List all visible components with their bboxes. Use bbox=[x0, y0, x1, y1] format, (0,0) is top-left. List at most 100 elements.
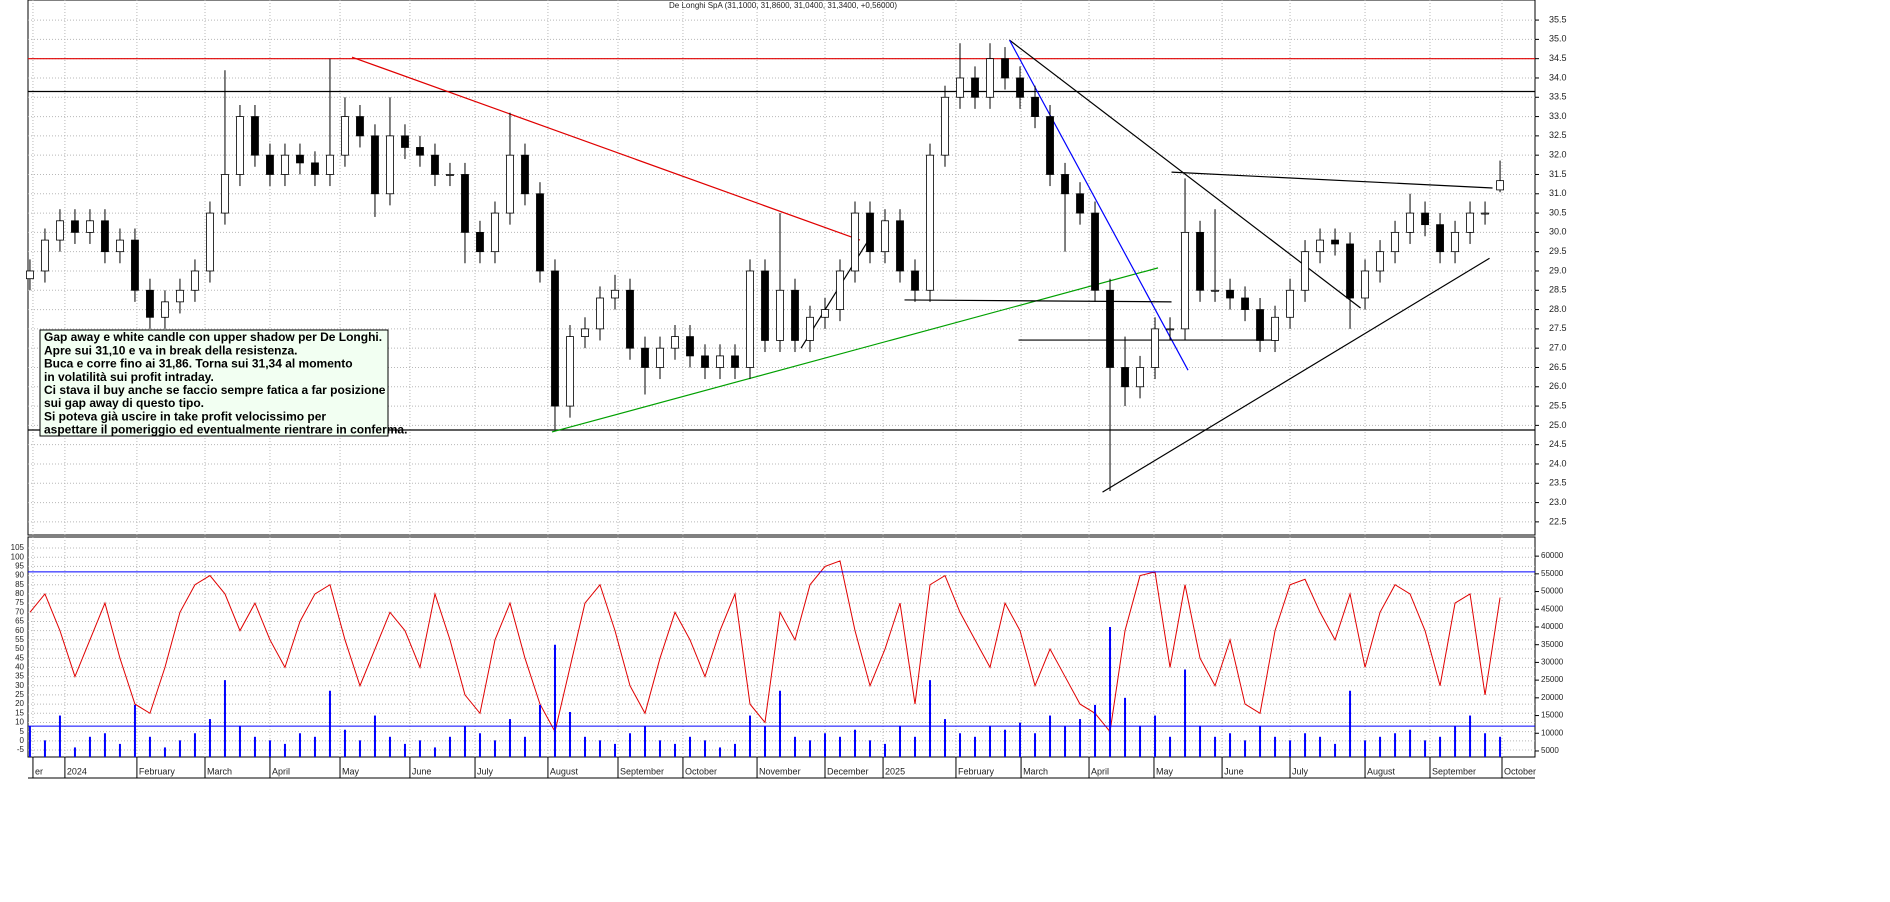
annotation-frame bbox=[39, 329, 389, 437]
candle-body bbox=[986, 58, 994, 98]
candle-body bbox=[356, 116, 364, 137]
y-tick-label: 27.5 bbox=[1549, 323, 1567, 333]
candle-body bbox=[1121, 367, 1129, 388]
candle-body bbox=[1436, 224, 1444, 253]
candle-body bbox=[1406, 212, 1414, 233]
candle-body bbox=[431, 154, 439, 175]
annotation-line: sui gap away di questo tipo. bbox=[44, 396, 204, 410]
candle-body bbox=[161, 301, 169, 318]
annotation-box: Gap away e white candle con upper shadow… bbox=[39, 329, 407, 437]
candle-body bbox=[1481, 212, 1489, 215]
candle-body bbox=[671, 336, 679, 349]
x-tick-label: May bbox=[342, 766, 360, 776]
y-tick-label: 60 bbox=[15, 626, 24, 635]
y-tick-label: 34.5 bbox=[1549, 53, 1567, 63]
x-tick-label: August bbox=[550, 766, 579, 776]
candle-body bbox=[266, 154, 274, 175]
x-tick-label: June bbox=[412, 766, 432, 776]
candle-body bbox=[686, 336, 694, 357]
candle-body bbox=[251, 116, 259, 156]
candle-body bbox=[281, 154, 289, 175]
trend-line bbox=[1102, 257, 1490, 493]
candle-body bbox=[836, 270, 844, 310]
candle-body bbox=[626, 289, 634, 349]
y2-tick-label: 40000 bbox=[1541, 622, 1564, 631]
candle-body bbox=[1331, 239, 1339, 245]
x-tick-label: March bbox=[207, 766, 232, 776]
y-tick-label: 31.5 bbox=[1549, 169, 1567, 179]
candle-body bbox=[1316, 239, 1324, 253]
y-tick-label: 23.0 bbox=[1549, 497, 1567, 507]
candle-body bbox=[506, 154, 514, 214]
candle-body bbox=[1031, 96, 1039, 117]
y-tick-label: 24.5 bbox=[1549, 439, 1567, 449]
y-tick-label: 26.5 bbox=[1549, 362, 1567, 372]
y-tick-label: 24.0 bbox=[1549, 458, 1567, 468]
x-tick-label: er bbox=[35, 766, 43, 776]
x-tick-label: April bbox=[1091, 766, 1109, 776]
candle-body bbox=[146, 289, 154, 318]
candle-body bbox=[776, 289, 784, 341]
x-tick-label: November bbox=[759, 766, 801, 776]
candle-body bbox=[1181, 231, 1189, 330]
y2-tick-label: 20000 bbox=[1541, 693, 1564, 702]
y2-tick-label: 10000 bbox=[1541, 728, 1564, 737]
x-tick-label: September bbox=[1432, 766, 1476, 776]
y-tick-label: 35.5 bbox=[1549, 14, 1567, 24]
x-tick-label: September bbox=[620, 766, 664, 776]
y-tick-label: 30 bbox=[15, 681, 24, 690]
y-tick-label: 65 bbox=[15, 617, 24, 626]
y-tick-label: 50 bbox=[15, 644, 24, 653]
trend-line bbox=[1008, 39, 1189, 371]
candle-body bbox=[1241, 297, 1249, 310]
candle-body bbox=[1391, 231, 1399, 253]
y-tick-label: 75 bbox=[15, 598, 24, 607]
oscillator-line bbox=[29, 560, 1501, 734]
y-tick-label: 0 bbox=[20, 736, 25, 745]
annotation-line: aspettare il pomeriggio ed eventualmente… bbox=[44, 423, 407, 437]
candle-body bbox=[1421, 212, 1429, 226]
candle-body bbox=[206, 212, 214, 272]
y-tick-label: 28.0 bbox=[1549, 304, 1567, 314]
price-panel-frame bbox=[27, 0, 1536, 536]
candle-body bbox=[656, 347, 664, 368]
x-tick-label: December bbox=[827, 766, 869, 776]
y-tick-label: 70 bbox=[15, 607, 24, 616]
candle-body bbox=[71, 220, 79, 233]
x-tick-label: June bbox=[1224, 766, 1244, 776]
candle-body bbox=[941, 96, 949, 156]
candle-body bbox=[221, 174, 229, 214]
y-tick-label: 90 bbox=[15, 571, 24, 580]
candle-body bbox=[566, 336, 574, 407]
candle-body bbox=[1076, 193, 1084, 214]
candle-body bbox=[611, 289, 619, 299]
candle-body bbox=[461, 174, 469, 233]
candle-body bbox=[56, 220, 64, 241]
y-tick-label: 27.0 bbox=[1549, 343, 1567, 353]
candle-body bbox=[746, 270, 754, 368]
candle-body bbox=[401, 135, 409, 148]
y-tick-label: 23.5 bbox=[1549, 478, 1567, 488]
y-tick-label: 32.0 bbox=[1549, 150, 1567, 160]
y-tick-label: 31.0 bbox=[1549, 188, 1567, 198]
trend-line bbox=[551, 267, 1159, 433]
y-tick-label: 15 bbox=[15, 708, 24, 717]
annotation-line: in volatilità sui profit intraday. bbox=[44, 370, 214, 384]
candle-body bbox=[191, 270, 199, 291]
y-tick-label: 55 bbox=[15, 635, 24, 644]
candle-body bbox=[551, 270, 559, 407]
candle-body bbox=[311, 162, 319, 175]
annotation-line: Si poteva già uscire in take profit velo… bbox=[44, 409, 326, 423]
y-tick-label: 25.0 bbox=[1549, 420, 1567, 430]
chart-title: De Longhi SpA (31,1000, 31,8600, 31,0400… bbox=[669, 1, 897, 10]
y-tick-label: 100 bbox=[11, 552, 25, 561]
candle-body bbox=[26, 270, 34, 280]
y2-tick-label: 60000 bbox=[1541, 551, 1564, 560]
candle-body bbox=[731, 355, 739, 368]
candle-body bbox=[1061, 174, 1069, 195]
x-tick-label: February bbox=[958, 766, 995, 776]
candle-body bbox=[1091, 212, 1099, 291]
x-tick-label: 2024 bbox=[67, 766, 87, 776]
candle-body bbox=[1166, 328, 1174, 331]
